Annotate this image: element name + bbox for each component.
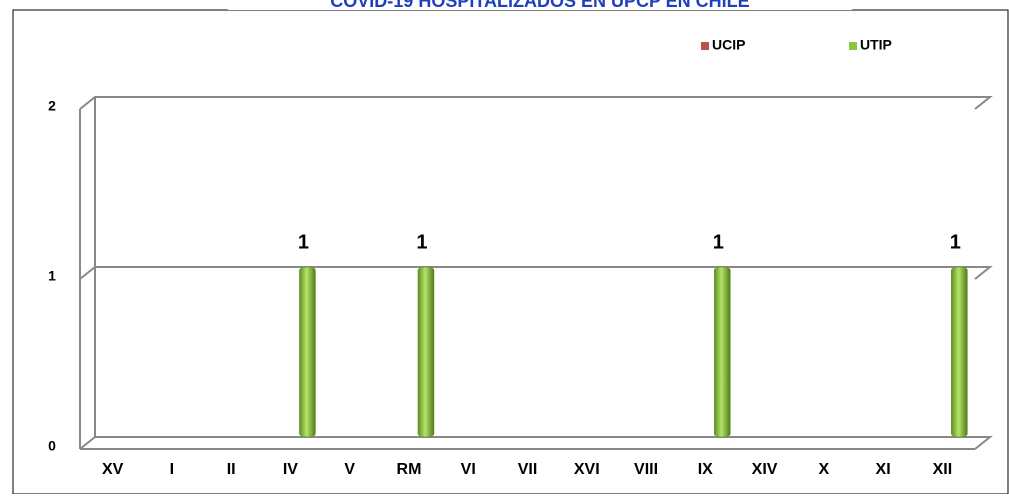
x-tick-label: X: [818, 461, 829, 478]
grid-line: [79, 96, 993, 110]
frame: [12, 9, 1009, 495]
title-bg: [228, 0, 852, 10]
bar: [714, 266, 731, 438]
chart-title: COVID-19 HOSPITALIZADOS EN UPCP EN CHILE: [330, 0, 749, 11]
x-tick-label: IV: [283, 461, 298, 478]
grid-line: [79, 436, 993, 450]
data-label: 1: [713, 231, 724, 253]
legend-label: UCIP: [712, 37, 745, 53]
bar: [299, 266, 316, 438]
y-tick-label: 0: [48, 438, 56, 454]
data-label: 1: [416, 231, 427, 253]
legend-label: UTIP: [860, 37, 892, 53]
x-tick-label: XV: [102, 461, 124, 478]
x-tick-label: XII: [933, 461, 953, 478]
data-label: 1: [298, 231, 309, 253]
y-tick-label: 2: [48, 98, 56, 114]
x-tick-label: V: [344, 461, 355, 478]
x-tick-label: IX: [698, 461, 713, 478]
legend-swatch: [701, 42, 709, 50]
y-tick-label: 1: [48, 268, 56, 284]
x-tick-label: XIV: [752, 461, 778, 478]
legend-swatch: [849, 42, 857, 50]
data-label: 1: [950, 231, 961, 253]
x-tick-label: XI: [876, 461, 891, 478]
x-tick-label: VII: [518, 461, 538, 478]
x-tick-label: XVI: [574, 461, 600, 478]
grid-line: [79, 266, 993, 280]
bar: [951, 266, 968, 438]
x-tick-label: I: [170, 461, 174, 478]
x-tick-label: RM: [397, 461, 422, 478]
x-tick-label: VIII: [634, 461, 658, 478]
bar: [417, 266, 435, 438]
x-tick-label: II: [227, 461, 236, 478]
x-tick-label: VI: [461, 461, 476, 478]
